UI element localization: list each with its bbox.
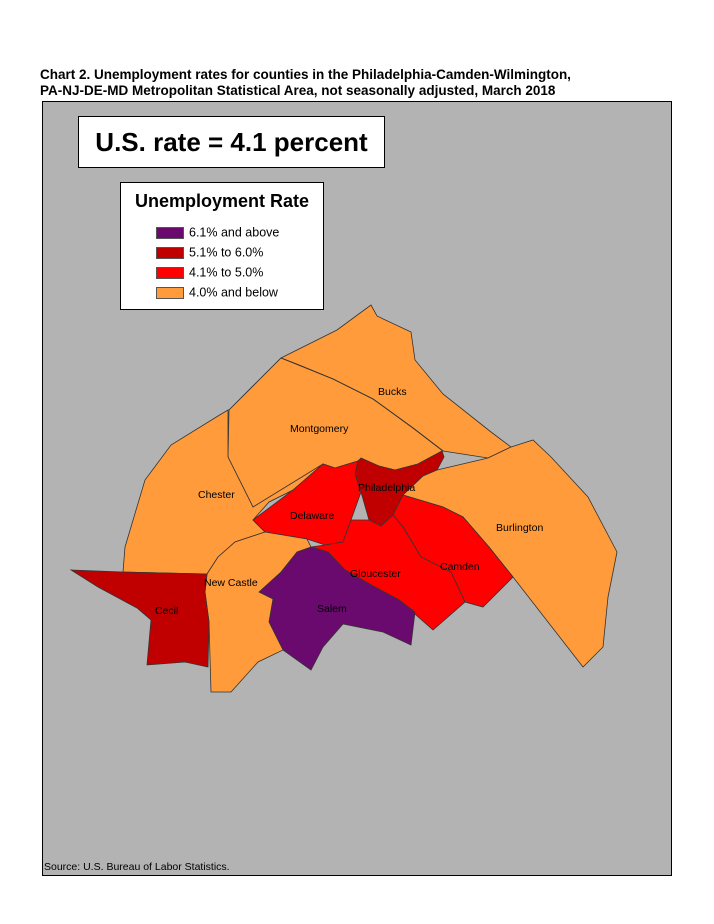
county-new-castle[interactable]	[204, 531, 312, 693]
legend-label: 4.0% and below	[189, 285, 278, 300]
county-label-new-castle: New Castle	[204, 577, 258, 589]
legend-box: Unemployment Rate 6.1% and above 5.1% to…	[120, 182, 324, 310]
legend-label: 5.1% to 6.0%	[189, 245, 264, 260]
county-shapes	[69, 304, 618, 693]
county-label-salem: Salem	[317, 603, 347, 615]
us-rate-box: U.S. rate = 4.1 percent	[78, 116, 385, 168]
legend-item-6-1-and-above: 6.1% and above	[156, 225, 279, 241]
legend-label: 4.1% to 5.0%	[189, 265, 264, 280]
chart-title-line-1: Chart 2. Unemployment rates for counties…	[40, 67, 571, 82]
chart-title-line-2: PA-NJ-DE-MD Metropolitan Statistical Are…	[40, 83, 556, 98]
legend-item-5-1-to-6-0: 5.1% to 6.0%	[156, 245, 263, 261]
map-frame: Bucks Montgomery Chester Delaware Philad…	[42, 101, 672, 876]
county-label-philadelphia: Philadelphia	[358, 482, 415, 494]
legend-label: 6.1% and above	[189, 225, 280, 240]
county-label-delaware: Delaware	[290, 510, 335, 522]
county-label-montgomery: Montgomery	[290, 423, 349, 435]
county-labels: Bucks Montgomery Chester Delaware Philad…	[155, 386, 543, 617]
county-cecil[interactable]	[69, 569, 210, 668]
county-label-bucks: Bucks	[378, 386, 407, 398]
county-label-chester: Chester	[198, 489, 235, 501]
legend-item-4-1-to-5-0: 4.1% to 5.0%	[156, 265, 263, 281]
legend-swatch	[156, 226, 184, 239]
source-note: Source: U.S. Bureau of Labor Statistics.	[44, 861, 230, 873]
legend-swatch	[156, 286, 184, 299]
county-label-burlington: Burlington	[496, 522, 543, 534]
county-boundary-line	[280, 357, 444, 452]
chart-title: Chart 2. Unemployment rates for counties…	[40, 67, 680, 99]
county-label-camden: Camden	[440, 561, 480, 573]
legend-title: Unemployment Rate	[134, 191, 310, 211]
map-svg: Bucks Montgomery Chester Delaware Philad…	[43, 102, 671, 875]
legend-swatch	[156, 266, 184, 279]
county-label-gloucester: Gloucester	[350, 568, 401, 580]
county-label-cecil: Cecil	[155, 605, 178, 617]
legend-item-4-0-and-below: 4.0% and below	[156, 285, 278, 301]
legend-swatch	[156, 246, 184, 259]
